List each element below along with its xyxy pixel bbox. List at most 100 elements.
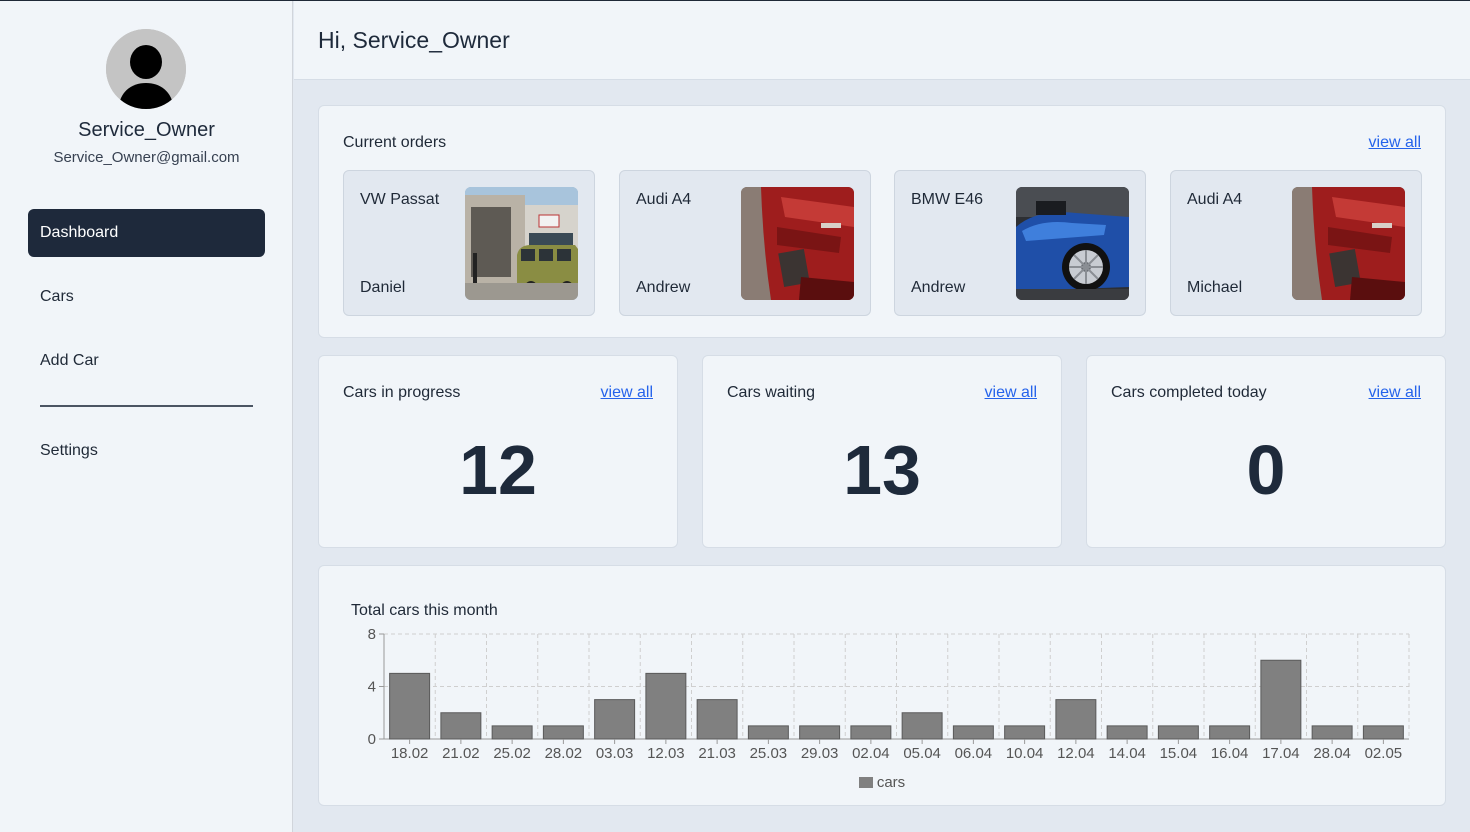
chart-bar[interactable] xyxy=(1106,725,1148,740)
order-model: VW Passat xyxy=(360,191,440,208)
order-model: Audi A4 xyxy=(636,191,692,208)
x-tick-label: 02.05 xyxy=(1365,745,1403,762)
order-card[interactable]: Audi A4 Michael xyxy=(1170,170,1422,316)
nav-divider xyxy=(40,405,253,407)
order-card[interactable]: VW Passat Daniel xyxy=(343,170,595,316)
stat-title: Cars completed today xyxy=(1111,384,1267,401)
x-tick-label: 05.04 xyxy=(903,745,941,762)
order-card[interactable]: Audi A4 Andrew xyxy=(619,170,871,316)
legend-label: cars xyxy=(876,774,906,791)
user-silhouette-icon xyxy=(106,29,186,109)
chart-bar[interactable] xyxy=(645,672,687,740)
y-tick-label: 8 xyxy=(368,626,376,643)
chart-bar[interactable] xyxy=(389,672,431,740)
x-tick-label: 14.04 xyxy=(1108,745,1146,762)
chart-bar[interactable] xyxy=(1004,725,1046,740)
x-tick-label: 15.04 xyxy=(1160,745,1198,762)
chart-legend[interactable]: cars xyxy=(319,774,1445,791)
x-tick-label: 06.04 xyxy=(955,745,993,762)
nav-item-label: Add Car xyxy=(40,352,99,369)
audi-photo-icon xyxy=(1292,187,1405,300)
x-tick-label: 21.02 xyxy=(442,745,480,762)
x-tick-label: 12.04 xyxy=(1057,745,1095,762)
chart-bar[interactable] xyxy=(747,725,789,740)
order-model: BMW E46 xyxy=(911,191,984,208)
x-tick-label: 12.03 xyxy=(647,745,685,762)
chart-bar[interactable] xyxy=(696,699,738,740)
x-tick-label: 17.04 xyxy=(1262,745,1300,762)
order-model: Audi A4 xyxy=(1187,191,1243,208)
chart-bar[interactable] xyxy=(1311,725,1353,740)
current-orders-view-all-link[interactable]: view all xyxy=(1368,134,1421,151)
total-cars-chart-card: Total cars this month 0 4 8 18.02 21.02 25.02… xyxy=(318,565,1446,806)
order-owner: Michael xyxy=(1187,279,1243,296)
cars-completed-view-all-link[interactable]: view all xyxy=(1368,384,1421,401)
vw-bus-photo-icon xyxy=(465,187,578,300)
legend-swatch xyxy=(858,777,873,788)
chart-bar[interactable] xyxy=(1260,659,1302,740)
x-tick-label: 29.03 xyxy=(801,745,839,762)
nav-item-add-car[interactable]: Add Car xyxy=(28,337,265,385)
nav-item-cars[interactable]: Cars xyxy=(28,273,265,321)
chart-bar[interactable] xyxy=(901,712,943,740)
x-tick-label: 03.03 xyxy=(596,745,634,762)
chart-bar[interactable] xyxy=(799,725,841,740)
stat-title: Cars in progress xyxy=(343,384,461,401)
y-tick-label: 0 xyxy=(368,731,376,748)
user-name: Service_Owner xyxy=(78,119,215,141)
car-photo xyxy=(465,187,578,300)
cars-in-progress-card: Cars in progress view all 12 xyxy=(318,355,678,548)
chart-bar[interactable] xyxy=(1209,725,1251,740)
cars-completed-today-card: Cars completed today view all 0 xyxy=(1086,355,1446,548)
chart-bar[interactable] xyxy=(440,712,482,740)
chart-bar[interactable] xyxy=(850,725,892,740)
current-orders-card: Current orders view all VW Passat Daniel xyxy=(318,105,1446,338)
nav-item-settings[interactable]: Settings xyxy=(28,427,265,475)
chart-title: Total cars this month xyxy=(351,602,498,619)
x-tick-label: 10.04 xyxy=(1006,745,1044,762)
chart-bar[interactable] xyxy=(1055,699,1097,740)
chart-bar[interactable] xyxy=(1362,725,1404,740)
order-card[interactable]: BMW E46 Andrew xyxy=(894,170,1146,316)
cars-waiting-view-all-link[interactable]: view all xyxy=(984,384,1037,401)
order-owner: Andrew xyxy=(911,279,966,296)
audi-photo-icon xyxy=(741,187,854,300)
chart-bar[interactable] xyxy=(1157,725,1199,740)
x-tick-label: 21.03 xyxy=(698,745,736,762)
stat-value: 12 xyxy=(459,431,537,509)
bar-chart: 0 4 8 18.02 21.02 25.02 28.02 03.03 12.03 21.03 25… xyxy=(368,626,1410,762)
nav-item-label: Cars xyxy=(40,288,74,305)
x-tick-label: 25.02 xyxy=(493,745,531,762)
chart-bar[interactable] xyxy=(491,725,533,740)
chart-bar[interactable] xyxy=(952,725,994,740)
x-tick-label: 25.03 xyxy=(750,745,788,762)
x-tick-label: 02.04 xyxy=(852,745,890,762)
x-tick-label: 18.02 xyxy=(391,745,429,762)
avatar[interactable] xyxy=(106,29,186,109)
stat-title: Cars waiting xyxy=(727,384,816,401)
sidebar: Service_Owner Service_Owner@gmail.com Da… xyxy=(0,1,293,832)
page-header: Hi, Service_Owner xyxy=(294,1,1470,80)
x-tick-label: 16.04 xyxy=(1211,745,1249,762)
x-tick-label: 28.02 xyxy=(545,745,583,762)
chart-bar[interactable] xyxy=(594,699,636,740)
user-email: Service_Owner@gmail.com xyxy=(53,149,240,166)
stat-value: 13 xyxy=(843,431,921,509)
nav-item-dashboard[interactable]: Dashboard xyxy=(28,209,265,257)
page-title: Hi, Service_Owner xyxy=(318,27,510,53)
car-photo xyxy=(1016,187,1129,300)
chart-bar[interactable] xyxy=(542,725,584,740)
y-tick-label: 4 xyxy=(368,679,376,696)
x-tick-label: 28.04 xyxy=(1313,745,1351,762)
stat-value: 0 xyxy=(1246,431,1286,509)
cars-waiting-card: Cars waiting view all 13 xyxy=(702,355,1062,548)
nav-item-label: Settings xyxy=(40,442,98,459)
nav-item-label: Dashboard xyxy=(40,224,119,241)
car-photo xyxy=(1292,187,1405,300)
order-owner: Daniel xyxy=(360,279,406,296)
bmw-photo-icon xyxy=(1016,187,1129,300)
current-orders-title: Current orders xyxy=(343,134,447,151)
car-photo xyxy=(741,187,854,300)
cars-in-progress-view-all-link[interactable]: view all xyxy=(600,384,653,401)
order-owner: Andrew xyxy=(636,279,691,296)
